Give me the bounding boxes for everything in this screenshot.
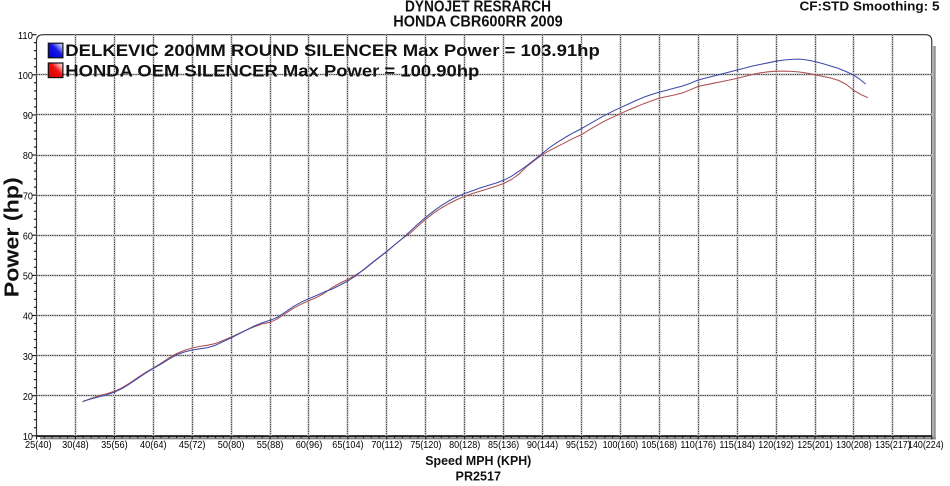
svg-text:40: 40 — [23, 312, 33, 323]
svg-text:25(40): 25(40) — [25, 440, 52, 451]
svg-text:10: 10 — [23, 432, 33, 443]
svg-text:100(160): 100(160) — [603, 440, 639, 451]
svg-text:PR2517: PR2517 — [456, 469, 502, 481]
svg-text:DYNOJET RESRARCH: DYNOJET RESRARCH — [405, 0, 551, 16]
svg-text:40(64): 40(64) — [140, 440, 167, 451]
svg-text:30: 30 — [23, 352, 33, 363]
svg-text:90: 90 — [23, 111, 33, 122]
svg-text:80(128): 80(128) — [449, 440, 480, 451]
svg-text:20: 20 — [23, 392, 33, 403]
svg-text:115(184): 115(184) — [719, 440, 755, 451]
svg-text:Power (hp): Power (hp) — [2, 177, 24, 297]
svg-text:100: 100 — [18, 71, 33, 82]
svg-text:110: 110 — [18, 31, 33, 42]
svg-text:120(192): 120(192) — [758, 440, 794, 451]
svg-text:CF:STD Smoothing: 5: CF:STD Smoothing: 5 — [800, 0, 940, 13]
svg-text:DELKEVIC 200MM ROUND SILENCER: DELKEVIC 200MM ROUND SILENCER Max Power … — [65, 42, 600, 60]
svg-text:110(176): 110(176) — [680, 440, 716, 451]
svg-text:75(120): 75(120) — [410, 440, 441, 451]
svg-text:60(96): 60(96) — [296, 440, 323, 451]
svg-text:55(88): 55(88) — [257, 440, 284, 451]
svg-text:130(208): 130(208) — [836, 440, 872, 451]
svg-text:Speed MPH (KPH): Speed MPH (KPH) — [425, 453, 531, 468]
svg-text:HONDA CBR600RR 2009: HONDA CBR600RR 2009 — [393, 13, 563, 30]
svg-text:HONDA OEM SILENCER Max Power =: HONDA OEM SILENCER Max Power = 100.90hp — [65, 63, 479, 81]
svg-text:45(72): 45(72) — [179, 440, 206, 451]
svg-text:70(112): 70(112) — [371, 440, 402, 451]
svg-text:50: 50 — [23, 272, 33, 283]
svg-text:95(152): 95(152) — [566, 440, 597, 451]
svg-text:140(224): 140(224) — [908, 440, 944, 451]
svg-text:80: 80 — [23, 151, 33, 162]
svg-text:30(48): 30(48) — [62, 440, 89, 451]
svg-text:90(144): 90(144) — [527, 440, 558, 451]
svg-text:85(136): 85(136) — [488, 440, 519, 451]
svg-text:35(56): 35(56) — [101, 440, 128, 451]
svg-text:135(217): 135(217) — [875, 440, 911, 451]
svg-text:60: 60 — [23, 231, 33, 242]
svg-text:105(168): 105(168) — [642, 440, 678, 451]
svg-text:70: 70 — [23, 191, 33, 202]
svg-text:125(201): 125(201) — [797, 440, 833, 451]
svg-text:65(104): 65(104) — [332, 440, 363, 451]
svg-text:50(80): 50(80) — [218, 440, 245, 451]
